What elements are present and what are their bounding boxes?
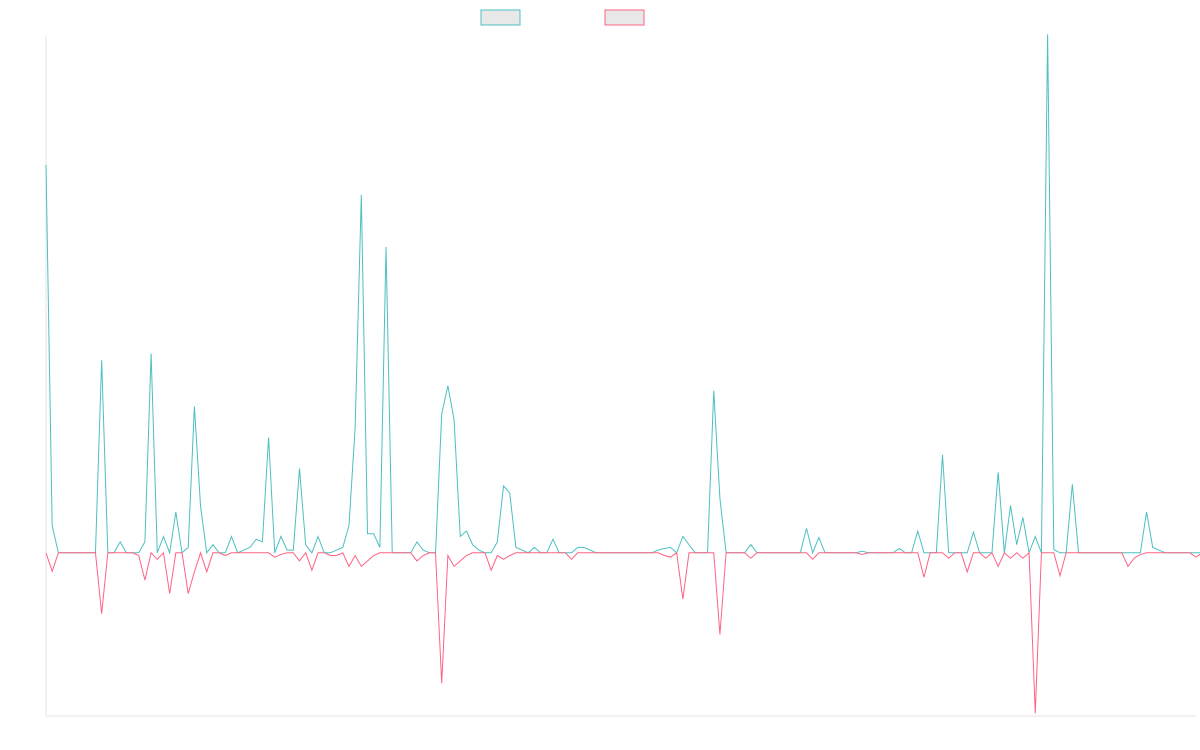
legend-swatch-2[interactable] xyxy=(604,9,645,26)
axes xyxy=(45,36,1196,717)
legend-swatch-1[interactable] xyxy=(480,9,521,26)
series-line-1 xyxy=(45,34,1200,555)
legend-item-1[interactable] xyxy=(480,9,521,26)
legend[interactable] xyxy=(480,9,645,26)
legend-item-2[interactable] xyxy=(604,9,645,26)
series-lines xyxy=(45,34,1200,714)
series-line-2 xyxy=(45,551,1200,714)
